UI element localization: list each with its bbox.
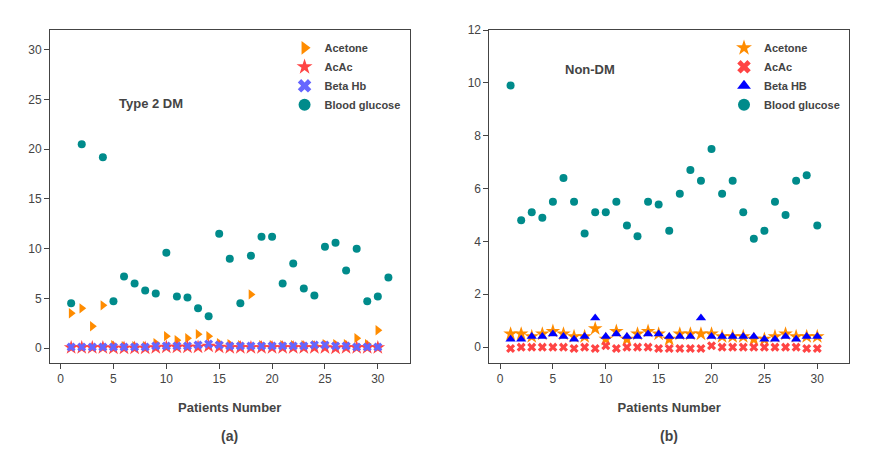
svg-text:15: 15 — [28, 192, 42, 206]
svg-text:25: 25 — [758, 372, 772, 386]
svg-text:AcAc: AcAc — [764, 61, 792, 73]
svg-text:4: 4 — [474, 235, 481, 249]
svg-text:Blood glucose: Blood glucose — [764, 99, 840, 111]
svg-text:8: 8 — [474, 129, 481, 143]
svg-text:5: 5 — [550, 372, 557, 386]
svg-text:30: 30 — [28, 43, 42, 57]
svg-text:6: 6 — [474, 182, 481, 196]
svg-text:0: 0 — [57, 372, 64, 386]
svg-text:2: 2 — [474, 287, 481, 301]
svg-text:25: 25 — [28, 93, 42, 107]
svg-text:Acetone: Acetone — [764, 42, 807, 54]
svg-text:AcAc: AcAc — [325, 61, 353, 73]
svg-text:30: 30 — [371, 372, 385, 386]
svg-text:12: 12 — [468, 23, 482, 37]
svg-text:15: 15 — [652, 372, 666, 386]
svg-text:Beta Hb: Beta Hb — [325, 80, 367, 92]
svg-text:25: 25 — [318, 372, 332, 386]
svg-text:Acetone: Acetone — [325, 42, 368, 54]
svg-text:Patients Number: Patients Number — [178, 400, 281, 415]
svg-text:20: 20 — [705, 372, 719, 386]
svg-text:20: 20 — [265, 372, 279, 386]
svg-text:(b): (b) — [660, 428, 678, 444]
svg-text:10: 10 — [28, 242, 42, 256]
svg-text:Patients Number: Patients Number — [618, 400, 721, 415]
svg-text:30: 30 — [811, 372, 825, 386]
svg-text:Non-DM: Non-DM — [565, 62, 615, 77]
svg-text:Beta HB: Beta HB — [764, 80, 807, 92]
svg-text:5: 5 — [35, 292, 42, 306]
svg-text:5: 5 — [110, 372, 117, 386]
svg-text:10: 10 — [160, 372, 174, 386]
svg-text:0: 0 — [497, 372, 504, 386]
svg-text:(a): (a) — [221, 428, 238, 444]
svg-text:15: 15 — [213, 372, 227, 386]
svg-text:20: 20 — [28, 142, 42, 156]
svg-text:10: 10 — [468, 76, 482, 90]
svg-text:10: 10 — [599, 372, 613, 386]
svg-text:Blood glucose: Blood glucose — [325, 99, 401, 111]
svg-text:0: 0 — [474, 340, 481, 354]
svg-text:Type 2 DM: Type 2 DM — [119, 96, 183, 111]
svg-text:0: 0 — [35, 341, 42, 355]
